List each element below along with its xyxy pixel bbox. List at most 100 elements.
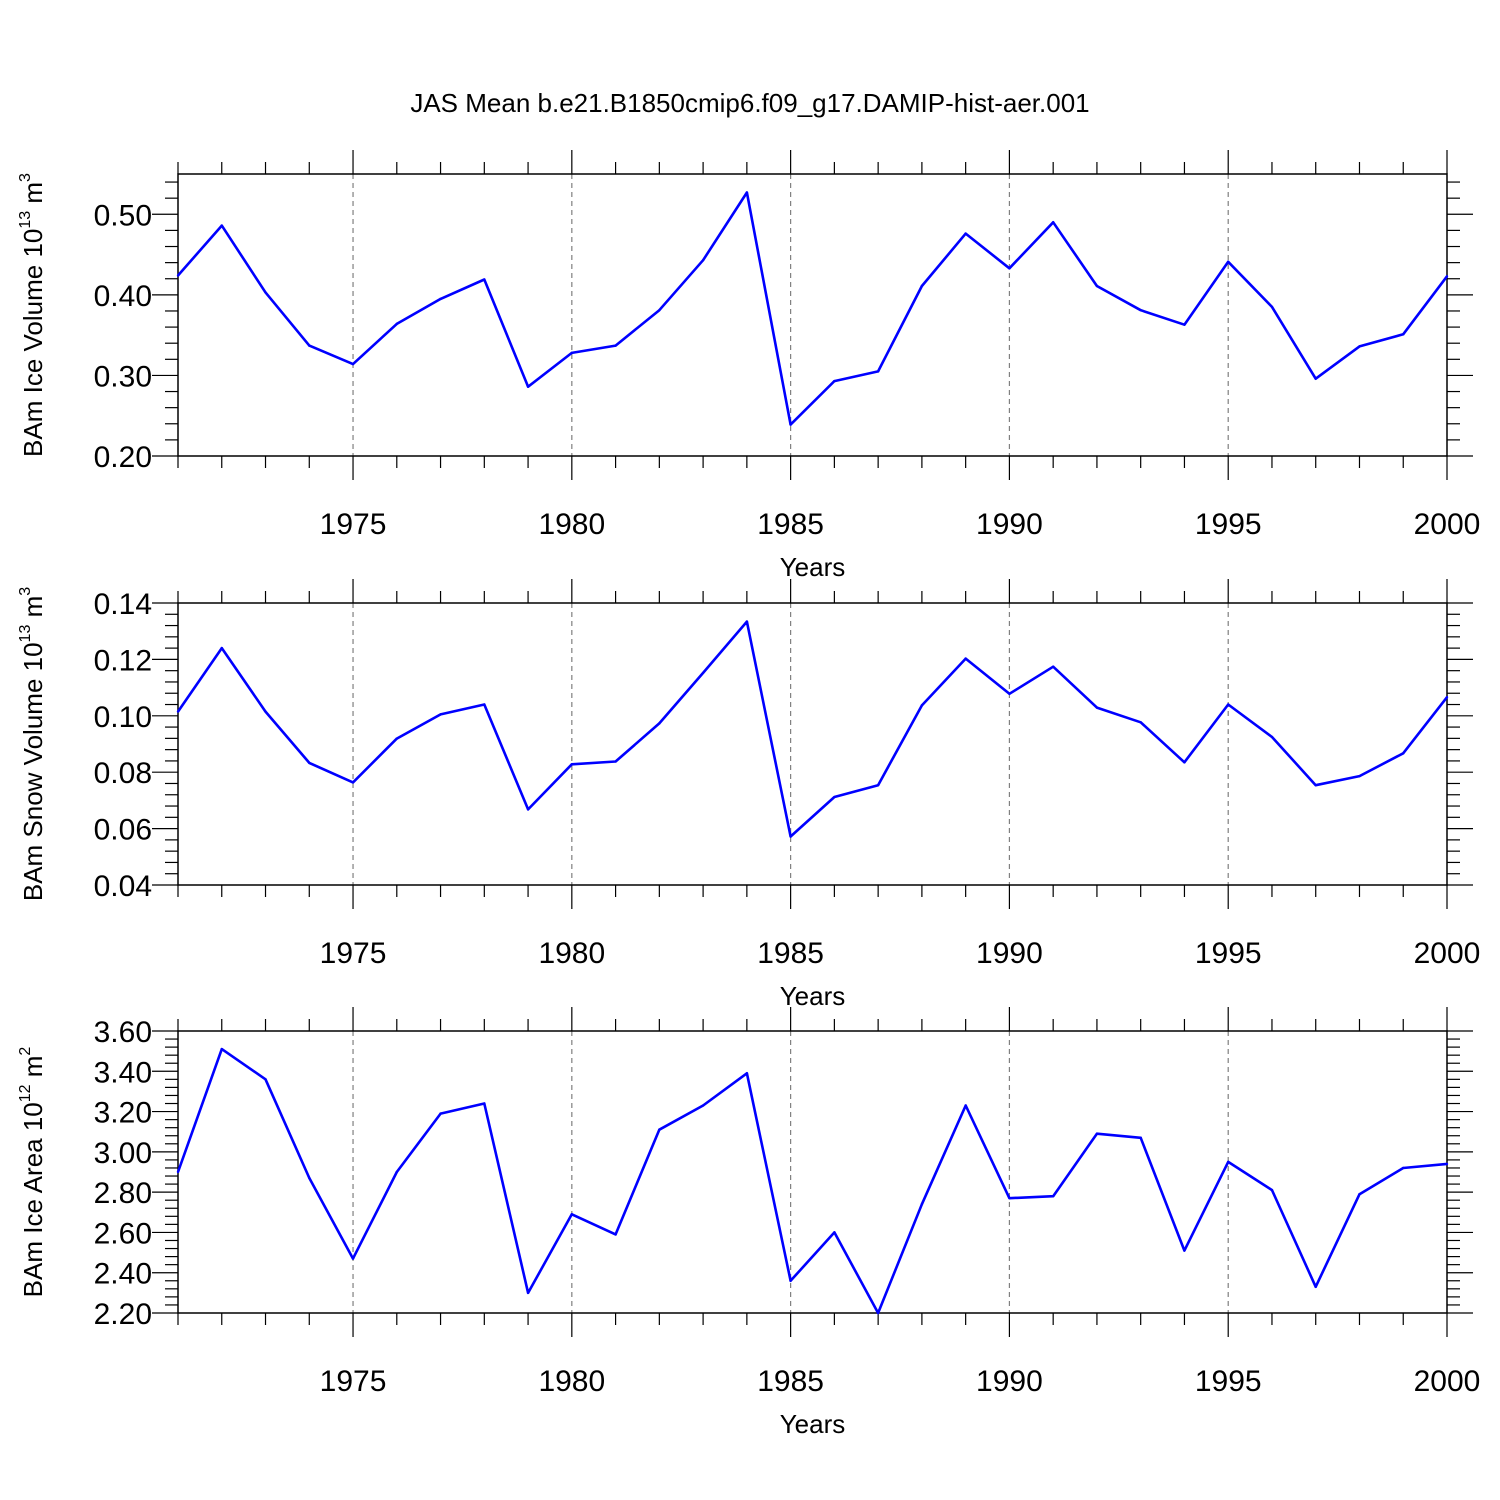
y-tick-label: 3.00 — [94, 1137, 152, 1170]
data-point — [351, 781, 355, 784]
y-axis-title: BAm Ice Area 1012 m2 — [17, 1047, 48, 1298]
y-tick-label: 0.04 — [94, 870, 152, 903]
data-point — [220, 1047, 223, 1051]
x-tick-label: 1975 — [320, 937, 387, 970]
y-tick-label: 2.80 — [94, 1177, 152, 1210]
data-point — [920, 704, 924, 707]
y-tick-label: 0.10 — [94, 701, 152, 734]
data-point — [1051, 221, 1055, 224]
x-tick-label: 1975 — [320, 1365, 387, 1398]
data-point — [526, 385, 530, 388]
data-point — [1445, 1162, 1449, 1166]
data-point — [1358, 774, 1361, 778]
data-point — [1227, 703, 1230, 706]
data-point — [308, 1176, 311, 1180]
data-point — [833, 795, 836, 799]
data-point — [526, 808, 530, 811]
data-point — [745, 620, 749, 623]
data-point — [920, 284, 924, 288]
y-axis-title-superscript: 12 — [17, 1084, 34, 1102]
y-tick-label: 2.40 — [94, 1258, 152, 1291]
data-point — [1402, 1166, 1405, 1170]
x-axis-title: Years — [780, 552, 846, 582]
x-tick-label: 1995 — [1195, 937, 1262, 970]
data-point — [351, 362, 355, 366]
data-point — [876, 783, 880, 787]
y-axis-title-text: m — [18, 596, 48, 625]
data-point — [658, 308, 661, 312]
y-tick-label: 0.30 — [94, 360, 152, 393]
plot-frame — [177, 602, 1448, 886]
data-point — [745, 1072, 749, 1075]
y-tick-label: 2.60 — [94, 1217, 152, 1250]
data-point — [789, 423, 792, 426]
y-axis-title: BAm Ice Volume 1013 m3 — [17, 173, 48, 457]
panel-3: 2.20 2.40 2.60 2.80 3.00 3.20 3.40 3.60 1975 1980… — [17, 1007, 1480, 1439]
data-point — [1008, 692, 1011, 696]
data-point — [1314, 1285, 1317, 1289]
data-point — [1445, 275, 1449, 278]
data-point — [308, 344, 311, 347]
data-point — [176, 710, 180, 713]
panel-1: 0.20 0.30 0.40 0.50 1975 1980 1985 1990 1995 2000… — [17, 150, 1480, 582]
y-tick-label: 0.06 — [94, 814, 152, 847]
data-point — [1051, 1194, 1055, 1198]
data-point — [1095, 1132, 1099, 1135]
data-point — [614, 344, 617, 347]
data-point — [1095, 284, 1099, 288]
x-tick-label: 2000 — [1414, 508, 1481, 541]
x-tick-label: 1980 — [538, 937, 605, 970]
data-point — [614, 1233, 617, 1236]
data-point — [1402, 752, 1405, 755]
y-axis-title-text: BAm Ice Volume 10 — [18, 229, 48, 457]
data-point — [220, 646, 223, 650]
plot-frame — [177, 1030, 1448, 1314]
data-point — [483, 278, 486, 281]
data-point — [220, 224, 223, 227]
data-point — [920, 1203, 924, 1206]
data-point — [176, 274, 180, 277]
data-point — [964, 232, 967, 235]
data-point — [1270, 735, 1274, 739]
data-point — [351, 1257, 355, 1260]
data-point — [964, 657, 967, 660]
data-point — [1139, 721, 1142, 724]
y-tick-label: 0.08 — [94, 757, 152, 790]
y-axis-title-text: BAm Snow Volume 10 — [18, 642, 48, 901]
series-line — [177, 191, 1449, 426]
data-point — [789, 835, 792, 838]
data-point — [176, 1170, 180, 1174]
y-tick-label: 0.14 — [94, 588, 152, 621]
data-point — [570, 351, 574, 355]
y-axis-title-superscript: 2 — [17, 1047, 34, 1056]
data-point — [1008, 1196, 1011, 1200]
data-point — [1314, 377, 1317, 380]
data-point — [1270, 305, 1274, 309]
x-axis-title: Years — [780, 1409, 846, 1439]
data-point — [264, 710, 267, 713]
y-axis-title-text: m — [18, 1056, 48, 1085]
x-tick-label: 1990 — [976, 1365, 1043, 1398]
data-point — [789, 1279, 792, 1282]
data-point — [439, 713, 442, 716]
data-point — [1402, 333, 1405, 336]
x-axis-title: Years — [780, 981, 846, 1011]
x-tick-label: 1995 — [1195, 1365, 1262, 1398]
data-point — [745, 191, 749, 194]
data-point — [439, 297, 442, 301]
data-point — [1139, 308, 1142, 312]
plot-frame — [177, 173, 1448, 457]
data-point — [1051, 665, 1055, 668]
data-point — [264, 291, 267, 294]
data-point — [614, 760, 617, 763]
data-point — [264, 1078, 267, 1081]
y-tick-label: 0.12 — [94, 644, 152, 677]
data-point — [701, 1104, 705, 1107]
x-tick-label: 2000 — [1414, 937, 1481, 970]
data-point — [395, 322, 398, 326]
data-point — [1314, 783, 1317, 787]
x-tick-label: 1995 — [1195, 508, 1262, 541]
data-point — [483, 1102, 486, 1105]
data-point — [964, 1104, 967, 1107]
